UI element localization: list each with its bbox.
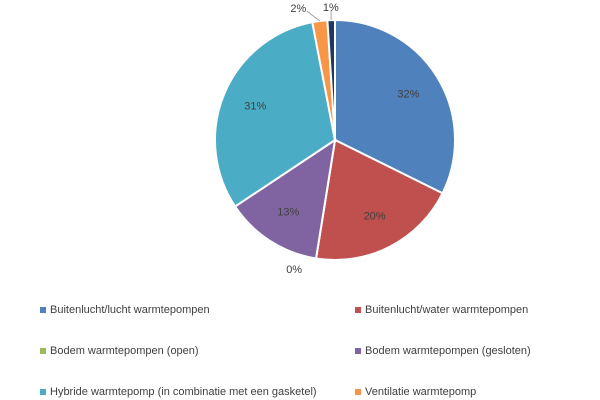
legend-swatch [40,389,46,395]
data-label: 0% [286,264,302,276]
legend-label: Buitenlucht/lucht warmtepompen [50,304,210,316]
legend-label: Buitenlucht/water warmtepompen [365,304,528,316]
pie-slice [214,20,337,208]
legend-swatch [355,348,361,354]
legend-label: Hybride warmtepomp (in combinatie met ee… [50,386,317,398]
data-label: 20% [364,211,386,223]
legend-label: Bodem warmtepompen (gesloten) [365,345,531,357]
legend-label: Bodem warmtepompen (open) [50,345,199,357]
pie-slice [233,137,337,260]
legend-swatch [40,307,46,313]
leader-line [306,10,321,22]
data-label: 31% [244,101,266,113]
pie-slice [334,18,456,195]
data-label: 1% [323,2,339,14]
data-label: 13% [277,207,299,219]
legend-swatch [40,348,46,354]
legend-swatch [355,389,361,395]
legend-label: Ventilatie warmtepomp [365,386,476,398]
pie-slice [314,138,444,261]
data-label: 32% [397,88,419,100]
data-label: 2% [290,3,306,15]
legend-swatch [355,307,361,313]
